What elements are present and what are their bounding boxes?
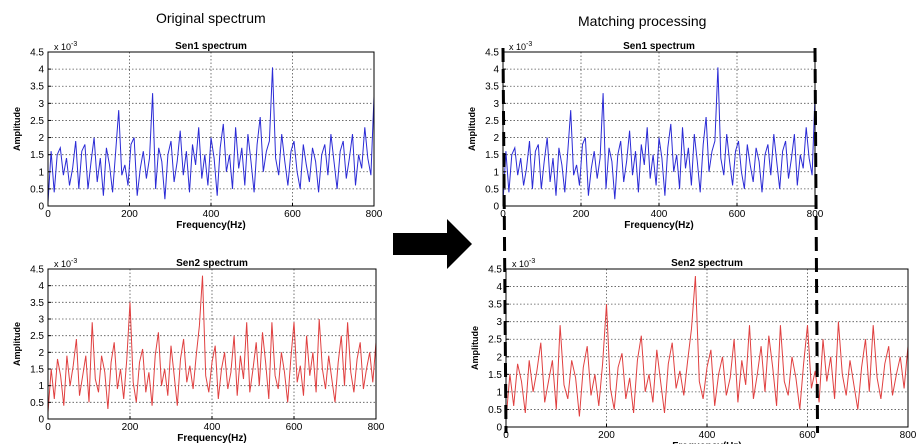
y-tick-label: 4.5 [485, 48, 499, 59]
y-tick-label: 1.5 [30, 365, 44, 376]
y-tick-label: 3 [493, 99, 499, 110]
y-tick-label: 0.5 [30, 398, 44, 409]
x-axis-label: Frequency(Hz) [176, 220, 245, 231]
right-arrow-icon [393, 219, 472, 269]
x-tick-label: 400 [203, 209, 220, 220]
chart-title: Sen1 spectrum [175, 41, 247, 52]
y-axis-label: Amplitude [467, 107, 477, 151]
match-line-right [813, 47, 820, 434]
y-tick-label: 2.5 [488, 335, 502, 346]
y-axis-label: Amplitude [12, 107, 22, 151]
y-exponent-label: x 10-3 [509, 41, 532, 52]
x-tick-label: 0 [45, 209, 51, 220]
heading-matching-processing: Matching processing [578, 13, 707, 29]
arrow-shape [393, 219, 472, 269]
y-axis-label: Amplitude [470, 326, 480, 370]
y-tick-label: 1.5 [30, 150, 44, 161]
x-tick-label: 800 [368, 422, 385, 433]
y-tick-label: 2 [38, 133, 44, 144]
y-exponent-power: -3 [529, 258, 535, 265]
y-tick-label: 4.5 [30, 265, 44, 276]
y-tick-label: 0.5 [485, 184, 499, 195]
series-line [505, 275, 909, 421]
y-tick-label: 3 [38, 99, 44, 110]
y-tick-label: 4.5 [488, 265, 502, 276]
y-tick-label: 4.5 [30, 48, 44, 59]
panel-matched-sen1: 0 0.5 1 1.5 2 2.5 3 3.5 4 4.5 0 200 400 600 800 x 10-3 S… [467, 41, 824, 231]
series-line [47, 67, 375, 203]
x-tick-label: 400 [699, 430, 716, 441]
x-tick-label: 200 [598, 430, 615, 441]
y-exponent-label: x 10-3 [512, 258, 535, 269]
y-tick-label: 4 [38, 281, 44, 292]
x-tick-label: 0 [500, 209, 506, 220]
y-tick-label: 1 [493, 167, 499, 178]
y-tick-label: 0.5 [488, 405, 502, 416]
y-tick-label: 0.5 [30, 184, 44, 195]
x-tick-label: 400 [651, 209, 668, 220]
panel-original-sen2: 0 0.5 1 1.5 2 2.5 3 3.5 4 4.5 0 200 400 600 800 x 10-3 S… [12, 258, 385, 444]
x-tick-label: 600 [729, 209, 746, 220]
series-line [502, 67, 816, 203]
y-tick-label: 3.5 [30, 298, 44, 309]
y-exponent-label: x 10-3 [54, 258, 77, 269]
match-line-left [501, 47, 508, 434]
y-tick-label: 2.5 [30, 116, 44, 127]
y-tick-label: 2.5 [485, 116, 499, 127]
y-tick-label: 1 [38, 167, 44, 178]
x-tick-label: 600 [286, 422, 303, 433]
x-tick-label: 200 [121, 209, 138, 220]
y-tick-label: 3.5 [30, 82, 44, 93]
plot-area [506, 269, 908, 427]
x-tick-label: 800 [366, 209, 383, 220]
y-exponent-power: -3 [71, 41, 77, 48]
y-tick-label: 1 [496, 387, 502, 398]
y-tick-label: 4 [496, 282, 502, 293]
y-tick-label: 3 [496, 317, 502, 328]
x-tick-label: 800 [807, 209, 824, 220]
heading-original-spectrum: Original spectrum [156, 10, 266, 26]
chart-title: Sen1 spectrum [623, 41, 695, 52]
y-tick-label: 0 [493, 202, 499, 213]
x-axis-label: Frequency(Hz) [177, 433, 246, 444]
chart-title: Sen2 spectrum [176, 258, 248, 269]
y-tick-label: 0 [38, 202, 44, 213]
y-tick-label: 0 [496, 423, 502, 434]
x-tick-label: 400 [204, 422, 221, 433]
y-tick-label: 1 [38, 381, 44, 392]
y-tick-label: 3 [38, 315, 44, 326]
x-tick-label: 800 [900, 430, 917, 441]
matching-dashed-lines [501, 47, 820, 434]
y-tick-label: 1.5 [488, 370, 502, 381]
y-axis-label: Amplitude [12, 322, 22, 366]
y-exponent-power: -3 [71, 258, 77, 265]
y-tick-label: 3.5 [488, 300, 502, 311]
y-tick-label: 4 [493, 65, 499, 76]
panel-original-sen1: 0 0.5 1 1.5 2 2.5 3 3.5 4 4.5 0 200 400 600 800 x 10-3 S… [12, 41, 383, 231]
y-tick-label: 1.5 [485, 150, 499, 161]
x-tick-label: 600 [284, 209, 301, 220]
y-tick-label: 2 [496, 352, 502, 363]
y-tick-label: 2 [38, 348, 44, 359]
x-tick-label: 600 [799, 430, 816, 441]
x-tick-label: 200 [573, 209, 590, 220]
panel-matched-sen2: 0 0.5 1 1.5 2 2.5 3 3.5 4 4.5 0 200 400 600 800 x 10-3 S… [470, 258, 917, 444]
y-exponent-power: -3 [526, 41, 532, 48]
y-tick-label: 3.5 [485, 82, 499, 93]
x-tick-label: 200 [122, 422, 139, 433]
x-tick-label: 0 [45, 422, 51, 433]
series-line [47, 275, 377, 413]
y-tick-label: 4 [38, 65, 44, 76]
y-exponent-label: x 10-3 [54, 41, 77, 52]
x-axis-label: Frequency(Hz) [672, 441, 741, 444]
x-tick-label: 0 [503, 430, 509, 441]
y-tick-label: 0 [38, 415, 44, 426]
y-tick-label: 2.5 [30, 331, 44, 342]
chart-title: Sen2 spectrum [671, 258, 743, 269]
x-axis-label: Frequency(Hz) [624, 220, 693, 231]
y-tick-label: 2 [493, 133, 499, 144]
